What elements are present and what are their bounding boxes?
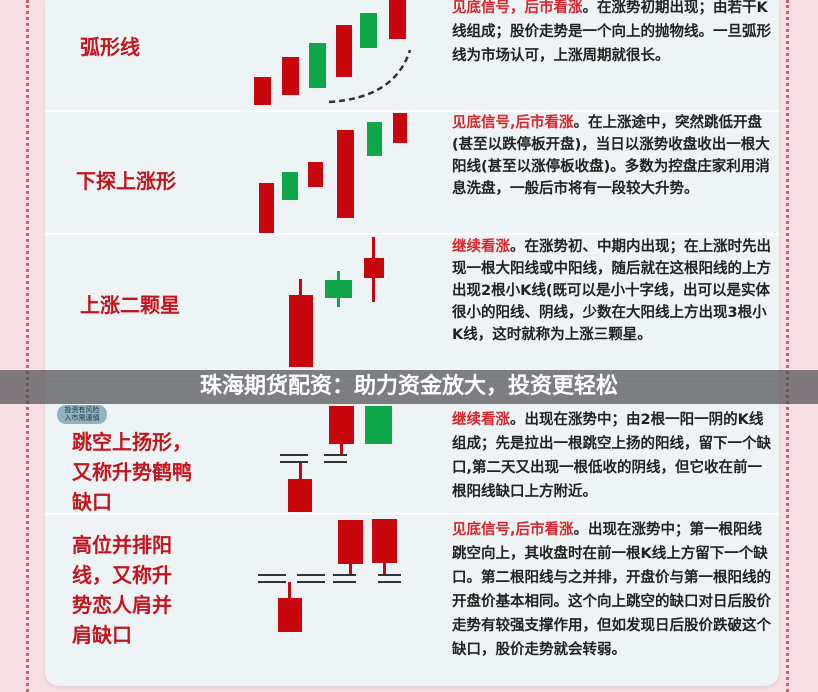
candle-wick xyxy=(340,444,343,455)
pattern-title: 高位并排阳线，又称升势恋人肩并肩缺口 xyxy=(72,533,172,647)
candle-wick xyxy=(288,582,291,598)
bear-candle xyxy=(367,122,382,156)
bull-candle xyxy=(288,479,312,512)
row-divider xyxy=(45,0,779,112)
right-dotted-border xyxy=(786,0,789,692)
arc-dashed-curve xyxy=(328,49,412,104)
candle-wick xyxy=(383,563,386,575)
bear-candle xyxy=(365,406,392,444)
bull-candle xyxy=(393,113,407,143)
description-text: 。在涨势初、中期内出现；在上涨时先出现一根大阳线或中阳线，随后就在这根阳线的上方… xyxy=(452,239,771,343)
signal-label: 见底信号,后市看涨 xyxy=(452,115,574,131)
description-text: 。出现在涨势中；第一根阳线跳空向上，其收盘时在前一根K线上方留下一个缺口。第二根… xyxy=(452,522,771,658)
bull-candle xyxy=(338,520,363,564)
bull-candle xyxy=(308,162,323,187)
badge-line: 投资有风险 xyxy=(64,406,100,414)
bear-candle xyxy=(282,172,298,200)
gap-lines xyxy=(258,454,401,583)
signal-label: 见底信号，后市看涨 xyxy=(452,0,583,16)
badge-line: 入市需谨慎 xyxy=(64,414,100,422)
pattern-title: 下探上涨形 xyxy=(76,169,176,193)
candle-wick xyxy=(299,279,302,295)
pattern-description: 见底信号，后市看涨。在涨势初期出现；由若干K线组成；股价走势是一个向上的抛物线。… xyxy=(452,0,772,68)
pattern-description: 继续看涨。出现在涨势中；由2根一阳一阴的K线组成；先是拉出一根跳空上扬的阳线，留… xyxy=(452,408,772,504)
bull-candle xyxy=(289,295,313,367)
risk-warning-badge: 投资有风险 入市需谨慎 xyxy=(57,405,107,424)
signal-label: 继续看涨 xyxy=(452,239,510,255)
pattern-description: 见底信号,后市看涨。出现在涨势中；第一根阳线跳空向上，其收盘时在前一根K线上方留… xyxy=(452,518,772,662)
overlay-banner: 珠海期货配资：助力资金放大，投资更轻松 xyxy=(0,370,818,404)
candle-wick xyxy=(299,462,302,479)
candle-wick xyxy=(372,237,375,302)
bull-candle xyxy=(282,57,299,95)
row-divider xyxy=(45,112,779,235)
bull-candle xyxy=(372,519,397,563)
bull-candle xyxy=(389,0,406,39)
pattern-description: 见底信号,后市看涨。在上涨途中，突然跳低开盘(甚至以跌停板开盘)，当日以涨势收盘… xyxy=(452,112,772,200)
bull-candle xyxy=(329,406,354,444)
bull-candle xyxy=(254,77,271,105)
signal-label: 继续看涨 xyxy=(452,412,510,428)
description-text: 。在涨势初期出现；由若干K线组成；股价走势是一个向上的抛物线。一旦弧形线为市场认… xyxy=(452,0,771,64)
pattern-title: 弧形线 xyxy=(80,35,140,59)
bull-candle xyxy=(278,598,302,632)
bull-candle xyxy=(336,25,352,77)
bull-candle xyxy=(259,183,274,233)
pattern-description: 继续看涨。在涨势初、中期内出现；在上涨时先出现一根大阳线或中阳线，随后就在这根阳… xyxy=(452,236,772,346)
row-divider xyxy=(45,380,779,515)
bear-candle xyxy=(360,13,377,48)
pattern-title: 上涨二颗星 xyxy=(80,293,180,317)
signal-label: 见底信号,后市看涨 xyxy=(452,522,574,538)
content-panel xyxy=(45,0,779,686)
bear-candle xyxy=(309,43,326,88)
description-text: 。在上涨途中，突然跳低开盘(甚至以跌停板开盘)，当日以涨势收盘收出一根大阳线(甚… xyxy=(452,115,770,197)
bull-candle xyxy=(337,130,354,218)
pattern-title: 跳空上扬形，又称升势鹤鸭缺口 xyxy=(72,430,192,514)
candle-wick xyxy=(337,271,340,307)
description-text: 。出现在涨势中；由2根一阳一阴的K线组成；先是拉出一根跳空上扬的阳线，留下一个缺… xyxy=(452,412,771,500)
candle-wick xyxy=(349,564,352,576)
left-dotted-border xyxy=(26,0,29,692)
